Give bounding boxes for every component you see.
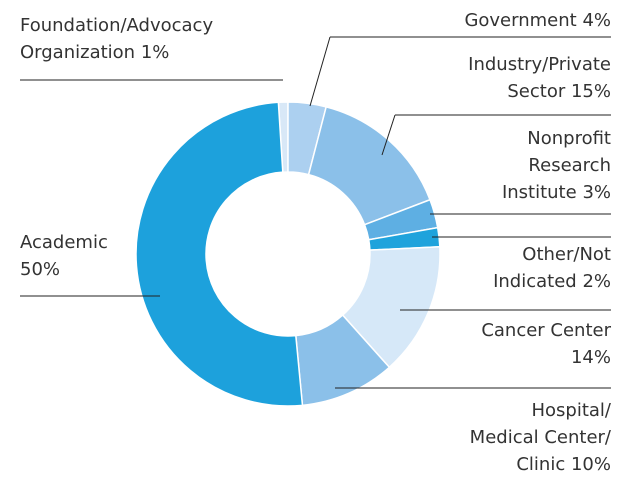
category-name: Industry/Private Sector: [468, 54, 611, 102]
category-name: Nonprofit Research Institute: [501, 128, 611, 203]
category-name: Other/Not Indicated: [493, 244, 611, 292]
slice-label: Cancer Center 14%: [461, 317, 611, 371]
value-label: 3%: [582, 182, 611, 203]
slice-label: Nonprofit Research Institute 3%: [471, 125, 611, 206]
category-name: Academic: [20, 232, 108, 253]
leader-line: [381, 114, 396, 156]
category-name: Hospital/ Medical Center/ Clinic: [469, 400, 611, 475]
value-label: 4%: [582, 10, 611, 31]
value-label: 10%: [570, 454, 611, 475]
donut-slice: [135, 101, 304, 407]
value-label: 2%: [582, 271, 611, 292]
slice-label: Other/Not Indicated 2%: [471, 241, 611, 295]
category-name: Government: [464, 10, 577, 31]
category-name: Cancer Center: [481, 320, 611, 341]
slice-label: Hospital/ Medical Center/ Clinic 10%: [461, 397, 611, 477]
value-label: 50%: [20, 259, 61, 280]
slice-label: Foundation/Advocacy Organization 1%: [20, 12, 260, 66]
slice-label: Industry/Private Sector 15%: [431, 51, 611, 105]
value-label: 15%: [570, 81, 611, 102]
leader-line: [309, 36, 331, 107]
slice-label: Academic 50%: [20, 229, 125, 283]
value-label: 14%: [570, 347, 611, 368]
value-label: 1%: [140, 42, 170, 63]
slice-label: Government 4%: [361, 7, 611, 34]
category-name: Foundation/Advocacy Organization: [20, 15, 214, 63]
